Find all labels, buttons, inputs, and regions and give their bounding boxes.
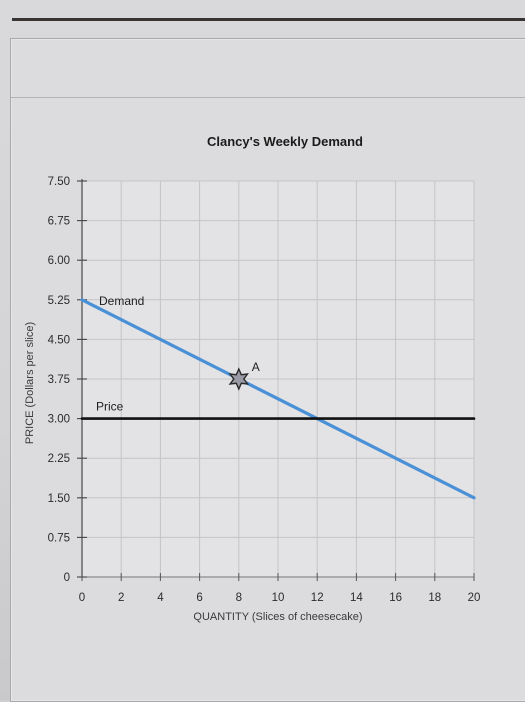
x-tick-label: 6 xyxy=(196,592,202,604)
y-tick-label: 0.75 xyxy=(48,532,70,544)
x-tick-label: 2 xyxy=(118,592,124,604)
x-tick-label: 16 xyxy=(389,592,402,604)
x-axis-label: QUANTITY (Slices of cheesecake) xyxy=(193,611,362,623)
chart-title: Clancy's Weekly Demand xyxy=(207,134,363,149)
series-lines: Demand Price xyxy=(80,294,476,500)
y-tick-label: 2.25 xyxy=(48,453,70,465)
series-label-price: Price xyxy=(96,400,124,414)
y-tick-label: 3.75 xyxy=(48,374,70,386)
x-tick-label: 4 xyxy=(157,592,164,604)
y-tick-label: 0 xyxy=(64,572,70,584)
y-axis-label: PRICE (Dollars per slice) xyxy=(24,322,36,444)
y-tick-label: 6.75 xyxy=(48,216,70,228)
x-tick-label: 14 xyxy=(350,592,363,604)
panel-header xyxy=(11,39,525,98)
x-tick-label: 12 xyxy=(311,592,324,604)
y-tick-label: 3.00 xyxy=(48,414,70,426)
grid-lines xyxy=(81,180,475,578)
y-tick-label: 4.50 xyxy=(48,334,70,346)
y-tick-label: 5.25 xyxy=(48,295,70,307)
star-icon xyxy=(228,367,250,391)
x-tick-label: 20 xyxy=(468,592,481,604)
x-tick-label: 10 xyxy=(272,592,285,604)
point-label-a: A xyxy=(252,360,260,374)
tick-labels: 0 0.75 1.50 2.25 3.00 3.75 4.50 5.25 6.00 6.75 7.5… xyxy=(48,176,481,604)
y-tick-label: 6.00 xyxy=(48,255,70,267)
series-label-demand: Demand xyxy=(99,294,144,308)
x-tick-label: 8 xyxy=(236,592,242,604)
points: A xyxy=(228,360,260,391)
y-tick-label: 1.50 xyxy=(48,493,70,505)
x-tick-label: 0 xyxy=(79,592,85,604)
x-tick-label: 18 xyxy=(428,592,441,604)
y-tick-label: 7.50 xyxy=(48,176,70,188)
series-line-demand xyxy=(80,298,476,500)
top-divider xyxy=(12,18,525,21)
